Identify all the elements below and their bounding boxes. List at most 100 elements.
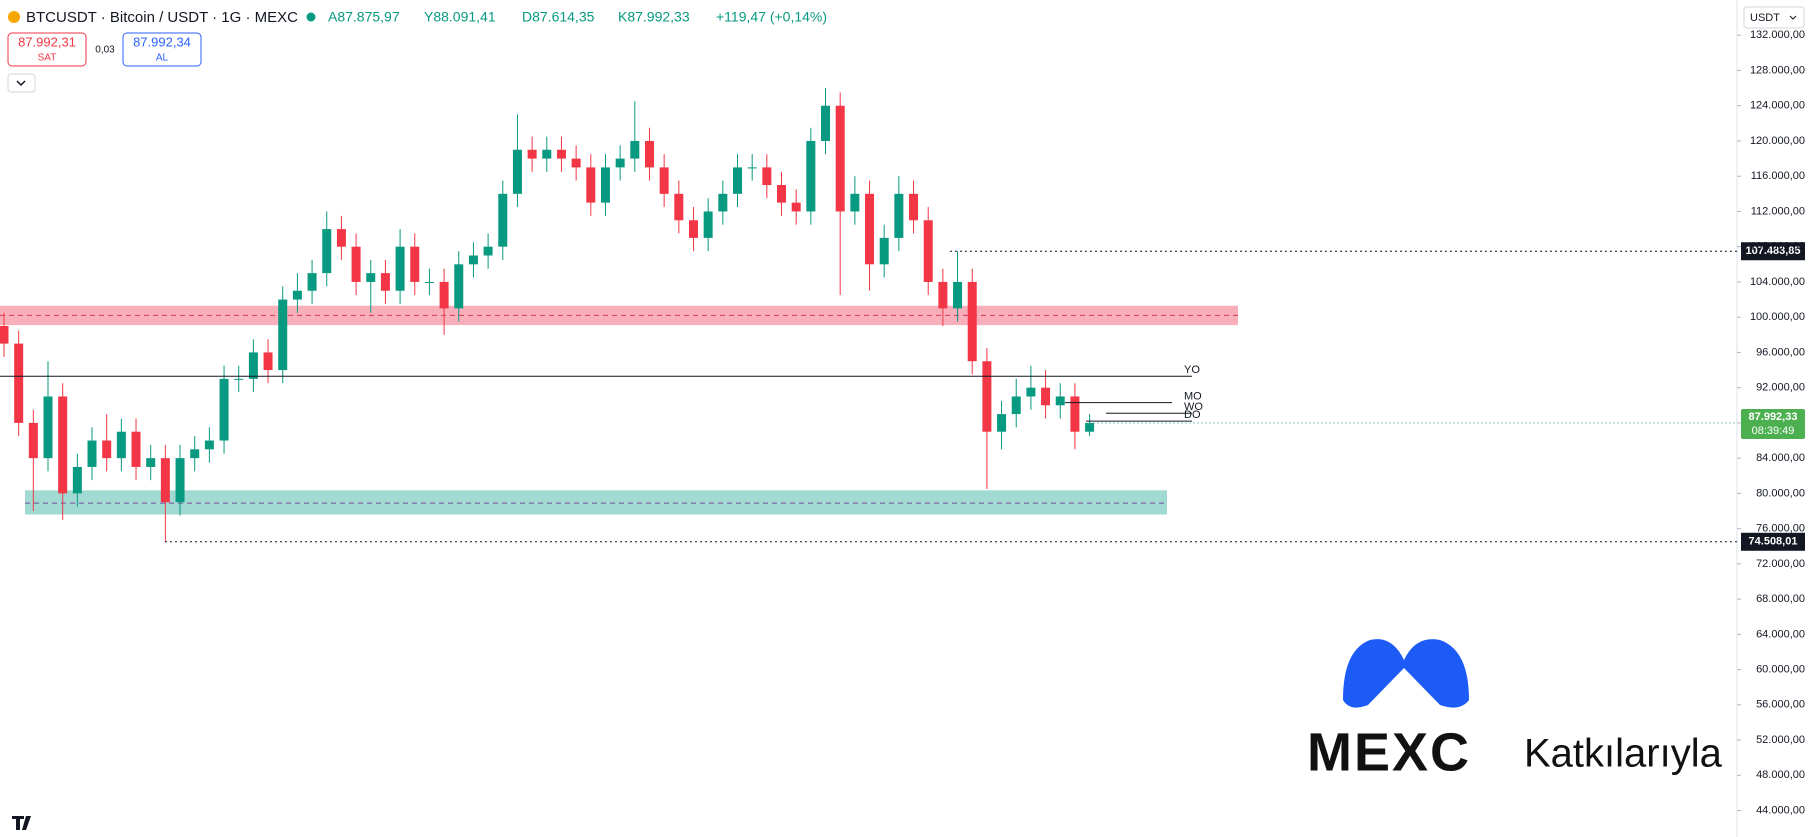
sell-label: SAT	[38, 53, 57, 64]
candle-body	[424, 281, 434, 283]
y-tick-label: 44.000,00	[1756, 804, 1805, 816]
y-tick-label: 52.000,00	[1756, 734, 1805, 746]
last-price: 87.992,33	[1749, 411, 1798, 423]
candle-body	[777, 185, 787, 203]
collapse-button[interactable]	[7, 73, 36, 93]
candle-body	[542, 149, 552, 159]
candle-body	[821, 105, 831, 141]
candle-body	[351, 246, 361, 282]
marker-box	[1741, 242, 1805, 261]
tv-logo	[12, 816, 31, 830]
candle-body	[703, 211, 713, 238]
status-dot	[306, 12, 316, 22]
y-tick-label: 100.000,00	[1750, 311, 1805, 323]
candle-body	[733, 167, 742, 194]
level-label: WO	[1184, 401, 1203, 413]
ohlc-high: Y88.091,41	[424, 9, 496, 25]
candle-body	[58, 396, 68, 494]
candle-body	[1041, 387, 1051, 406]
y-tick-label: 68.000,00	[1756, 593, 1805, 605]
buy-label: AL	[156, 53, 169, 64]
candle-body	[630, 140, 640, 159]
candle-body	[190, 449, 200, 459]
candle-body	[747, 167, 757, 169]
candle-body	[909, 193, 919, 221]
candle-body	[835, 105, 845, 212]
candle-body	[219, 378, 229, 441]
candle-body	[87, 440, 97, 467]
watermark-text: Katkılarıyla	[1524, 732, 1723, 776]
ohlc-close: K87.992,33	[618, 9, 690, 25]
candle-body	[967, 281, 977, 362]
candle-body	[160, 458, 170, 503]
candle-body	[527, 149, 537, 159]
y-tick-label: 56.000,00	[1756, 699, 1805, 711]
candle-body	[72, 466, 82, 494]
candle-body	[791, 202, 801, 212]
candle-body	[644, 140, 654, 168]
y-tick-label: 128.000,00	[1750, 64, 1805, 76]
y-tick-label: 84.000,00	[1756, 452, 1805, 464]
watermark-brand: MEXC	[1307, 722, 1471, 782]
y-tick-label: 96.000,00	[1756, 346, 1805, 358]
candle-body	[688, 220, 698, 238]
symbol[interactable]: BTCUSDT · Bitcoin / USDT · 1G · MEXC	[26, 9, 298, 26]
marker-label: 107.483,85	[1745, 245, 1800, 257]
y-tick-label: 120.000,00	[1750, 135, 1805, 147]
candle-body	[28, 422, 38, 459]
candle-body	[1055, 396, 1065, 406]
buy-button[interactable]	[122, 32, 202, 67]
ohlc-change: +119,47 (+0,14%)	[716, 9, 827, 25]
candle-body	[248, 352, 258, 379]
level-label: YO	[1184, 364, 1200, 376]
candle-body	[997, 414, 1007, 432]
marker-box	[1741, 532, 1805, 551]
candle-body	[806, 140, 816, 212]
y-tick-label: 64.000,00	[1756, 628, 1805, 640]
candle-body	[380, 273, 390, 291]
candle-body	[410, 246, 420, 282]
candle-body	[600, 167, 610, 203]
candle-body	[263, 352, 273, 371]
candle-body	[923, 220, 933, 282]
candle-body	[1085, 422, 1095, 432]
candle-body	[454, 264, 464, 309]
candle-body	[439, 281, 449, 309]
candle-body	[718, 193, 728, 212]
spread: 0,03	[95, 45, 115, 56]
y-tick-label: 60.000,00	[1756, 664, 1805, 676]
candle-body	[43, 396, 53, 459]
candle-body	[102, 440, 112, 459]
zone	[25, 490, 1167, 515]
candle-body	[395, 246, 405, 291]
candle-body	[865, 193, 875, 265]
y-tick-label: 132.000,00	[1750, 29, 1805, 41]
candle-body	[1070, 396, 1080, 432]
candle-body	[894, 193, 904, 238]
candle-body	[0, 325, 9, 344]
sell-button[interactable]	[7, 32, 87, 67]
currency: USDT	[1750, 12, 1780, 24]
buy-price: 87.992,34	[133, 34, 191, 49]
currency-select[interactable]	[1743, 6, 1805, 29]
candle-body	[762, 167, 772, 186]
candle-body	[131, 431, 141, 467]
y-tick-label: 124.000,00	[1750, 100, 1805, 112]
candle-body	[483, 246, 493, 256]
candle-body	[953, 281, 963, 309]
candle-body	[498, 193, 508, 247]
candle-body	[571, 158, 581, 168]
ohlc-open: A87.875,97	[328, 9, 400, 25]
candle-body	[556, 149, 566, 159]
candle-body	[336, 229, 346, 247]
y-tick-label: 76.000,00	[1756, 523, 1805, 535]
chevron	[16, 80, 26, 87]
y-tick-label: 92.000,00	[1756, 382, 1805, 394]
candle-body	[234, 378, 244, 380]
candle-body	[204, 440, 214, 450]
y-tick-label: 104.000,00	[1750, 276, 1805, 288]
candle-body	[615, 158, 625, 168]
ohlc-low: D87.614,35	[522, 9, 595, 25]
